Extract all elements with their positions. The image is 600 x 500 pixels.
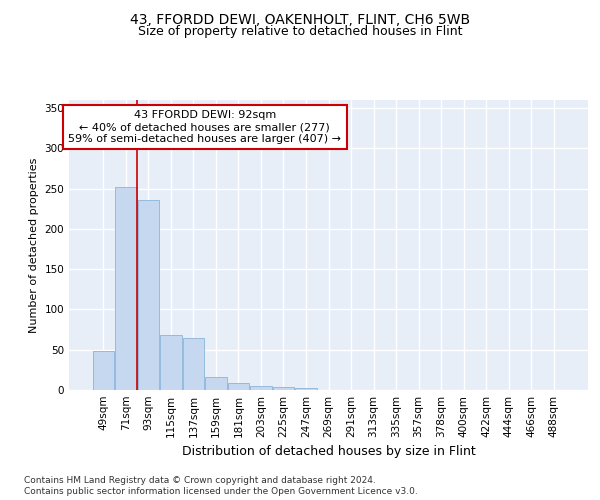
Text: 43 FFORDD DEWI: 92sqm
← 40% of detached houses are smaller (277)
59% of semi-det: 43 FFORDD DEWI: 92sqm ← 40% of detached … (68, 110, 341, 144)
Text: Contains HM Land Registry data © Crown copyright and database right 2024.: Contains HM Land Registry data © Crown c… (24, 476, 376, 485)
Bar (182, 338, 204, 390)
Bar (295, 388, 317, 390)
Bar (115, 187, 137, 390)
Bar (137, 200, 159, 390)
Bar (205, 377, 227, 390)
Bar (92, 352, 114, 390)
Bar (273, 387, 294, 390)
Bar (228, 383, 249, 390)
Text: Size of property relative to detached houses in Flint: Size of property relative to detached ho… (138, 25, 462, 38)
Bar (160, 335, 182, 390)
X-axis label: Distribution of detached houses by size in Flint: Distribution of detached houses by size … (182, 446, 475, 458)
Text: 43, FFORDD DEWI, OAKENHOLT, FLINT, CH6 5WB: 43, FFORDD DEWI, OAKENHOLT, FLINT, CH6 5… (130, 12, 470, 26)
Text: Contains public sector information licensed under the Open Government Licence v3: Contains public sector information licen… (24, 487, 418, 496)
Y-axis label: Number of detached properties: Number of detached properties (29, 158, 39, 332)
Bar (250, 386, 272, 390)
